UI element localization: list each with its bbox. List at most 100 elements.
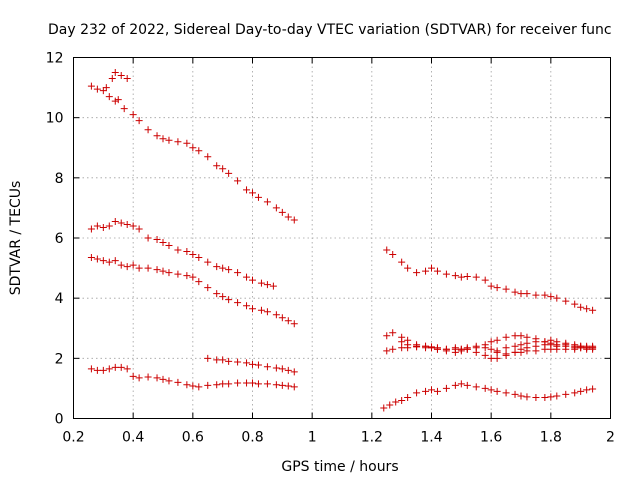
data-point [517,332,525,340]
data-point [451,345,459,353]
series-s6 [383,246,597,314]
data-point [120,105,128,113]
data-point [153,266,161,274]
data-point [213,290,221,298]
data-point [511,342,519,350]
data-point [511,390,519,398]
data-point [278,208,286,216]
data-point [123,220,131,228]
data-point [225,266,233,274]
data-point [541,338,549,346]
data-point [117,219,125,227]
data-point [422,267,430,275]
data-point [87,365,95,373]
data-point [487,345,495,353]
data-point [249,189,256,197]
data-point [234,379,242,387]
data-point [165,269,173,277]
data-point [472,273,480,281]
data-point [493,348,501,356]
data-point [523,347,531,355]
data-point [428,386,435,394]
data-point [272,364,280,372]
data-point [99,87,107,95]
data-point [547,393,555,401]
data-point [87,225,95,233]
data-point [290,320,298,328]
data-point [195,383,203,391]
data-point [442,384,450,392]
data-point [398,344,406,352]
series-s3 [87,254,298,328]
data-point [219,380,227,388]
data-point [99,257,107,265]
y-tick-labels: 0 2 4 6 8 10 12 [46,51,64,428]
data-point [502,333,510,341]
data-point [511,288,519,296]
data-point [571,345,579,353]
data-point [249,305,256,313]
data-point [278,365,286,373]
data-point [269,282,277,290]
data-point [589,385,597,393]
data-point [577,303,585,311]
data-point [562,390,570,398]
data-point [165,136,173,144]
data-point [502,285,510,293]
data-point [111,69,119,77]
data-point [165,242,173,250]
data-point [135,225,143,233]
data-point [135,117,143,125]
data-point [451,381,459,389]
data-point [144,234,152,242]
data-point [284,382,292,390]
x-tick-label: 0.2 [62,430,84,446]
data-point [398,333,406,341]
data-point [165,377,173,385]
data-point [174,378,182,386]
data-point [463,381,471,389]
data-point [541,291,549,299]
data-point [93,85,101,93]
data-point [234,358,242,366]
data-point [254,380,262,388]
data-point [523,290,531,298]
data-point [213,356,221,364]
data-point [234,177,242,185]
data-point [263,380,271,388]
data-point [263,198,271,206]
data-point [195,147,203,155]
data-point [105,365,113,373]
data-point [272,204,280,212]
data-point [263,308,271,316]
data-point [517,341,525,349]
data-point [413,269,421,277]
data-point [589,342,597,350]
data-point [380,404,388,412]
data-point [129,111,137,119]
x-tick-label: 0.4 [122,430,144,446]
data-point [87,82,95,90]
data-point [272,381,280,389]
data-point [183,381,191,389]
data-point [111,363,119,371]
data-marks [87,69,597,412]
data-point [257,306,265,314]
x-tick-label: 0.8 [241,430,263,446]
data-point [225,380,233,388]
x-tick-labels: 0.2 0.4 0.6 0.8 1 1.2 1.4 1.6 1.8 2 [62,430,615,446]
data-point [457,345,465,353]
data-point [243,302,251,310]
data-point [278,314,286,322]
data-point [144,264,152,272]
data-point [404,264,412,272]
data-point [571,300,579,308]
data-point [422,387,430,395]
data-point [532,347,540,355]
data-point [428,344,435,352]
data-point [428,264,435,272]
data-point [487,354,495,362]
x-tick-label: 1.6 [480,430,502,446]
y-tick-label: 12 [46,51,64,67]
